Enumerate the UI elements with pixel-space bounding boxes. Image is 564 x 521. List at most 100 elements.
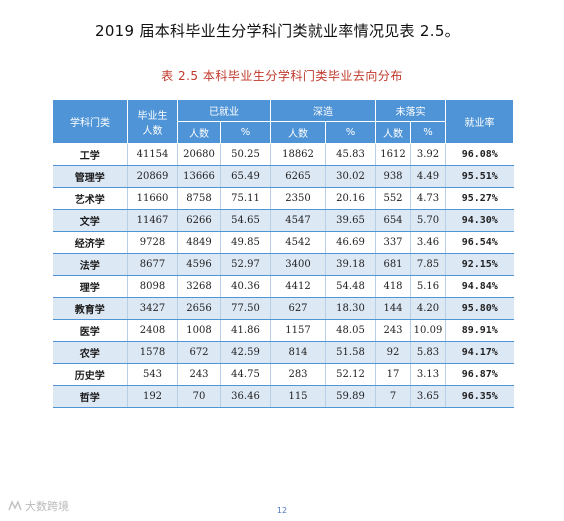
subheader-unplaced-count: 人数 [375, 121, 411, 144]
graduates-cell: 11467 [127, 209, 178, 232]
unplaced-percent-cell: 5.70 [410, 209, 446, 232]
graduates-cell: 543 [127, 363, 178, 386]
table-row: 艺术学 11660 8758 75.11 2350 20.16 552 4.73 95.27% [52, 187, 514, 210]
major-cell: 农学 [52, 341, 128, 364]
subheader-study-count: 人数 [270, 121, 326, 144]
unplaced-percent-cell: 10.09 [410, 319, 446, 342]
table-row: 文学 11467 6266 54.65 4547 39.65 654 5.70 94.30% [52, 209, 514, 232]
unplaced-percent-cell: 3.92 [410, 143, 446, 166]
employed-count-cell: 3268 [177, 275, 221, 298]
unplaced-percent-cell: 4.49 [410, 165, 446, 188]
table-row: 哲学 192 70 36.46 115 59.89 7 3.65 96.35% [52, 385, 514, 408]
table-body: 工学 41154 20680 50.25 18862 45.83 1612 3.92 96.08… [52, 143, 514, 408]
study-percent-cell: 39.18 [325, 253, 376, 276]
unplaced-count-cell: 654 [375, 209, 411, 232]
table-row: 医学 2408 1008 41.86 1157 48.05 243 10.09 89.91% [52, 319, 514, 342]
major-cell: 医学 [52, 319, 128, 342]
watermark: 大数跨境 [8, 498, 69, 514]
employment-rate-cell: 94.17% [445, 341, 514, 364]
study-count-cell: 2350 [270, 187, 326, 210]
employed-percent-cell: 50.25 [220, 143, 271, 166]
unplaced-count-cell: 681 [375, 253, 411, 276]
employed-count-cell: 20680 [177, 143, 221, 166]
header-rate: 就业率 [445, 99, 514, 144]
table-caption: 表 2.5 本科毕业生分学科门类毕业去向分布 [161, 69, 403, 83]
employed-count-cell: 672 [177, 341, 221, 364]
header-graduates-line2: 人数 [142, 125, 163, 137]
study-percent-cell: 52.12 [325, 363, 376, 386]
unplaced-percent-cell: 3.13 [410, 363, 446, 386]
study-count-cell: 4412 [270, 275, 326, 298]
unplaced-percent-cell: 4.73 [410, 187, 446, 210]
table-row: 历史学 543 243 44.75 283 52.12 17 3.13 96.87% [52, 363, 514, 386]
study-percent-cell: 20.16 [325, 187, 376, 210]
study-percent-cell: 18.30 [325, 297, 376, 320]
header-further-study: 深造 [270, 99, 376, 122]
employment-rate-cell: 95.27% [445, 187, 514, 210]
study-count-cell: 283 [270, 363, 326, 386]
unplaced-percent-cell: 3.46 [410, 231, 446, 254]
major-cell: 哲学 [52, 385, 128, 408]
watermark-logo-icon [8, 500, 22, 511]
study-count-cell: 627 [270, 297, 326, 320]
major-cell: 教育学 [52, 297, 128, 320]
header-not-placed: 未落实 [375, 99, 446, 122]
employed-percent-cell: 42.59 [220, 341, 271, 364]
graduates-cell: 2408 [127, 319, 178, 342]
employed-percent-cell: 77.50 [220, 297, 271, 320]
employed-count-cell: 6266 [177, 209, 221, 232]
unplaced-percent-cell: 5.83 [410, 341, 446, 364]
unplaced-percent-cell: 3.65 [410, 385, 446, 408]
subheader-unplaced-percent: % [410, 121, 446, 144]
study-count-cell: 4547 [270, 209, 326, 232]
employed-count-cell: 1008 [177, 319, 221, 342]
unplaced-count-cell: 92 [375, 341, 411, 364]
major-cell: 工学 [52, 143, 128, 166]
graduates-cell: 3427 [127, 297, 178, 320]
employed-percent-cell: 44.75 [220, 363, 271, 386]
study-percent-cell: 45.83 [325, 143, 376, 166]
employment-rate-cell: 96.08% [445, 143, 514, 166]
unplaced-count-cell: 7 [375, 385, 411, 408]
major-cell: 文学 [52, 209, 128, 232]
table-row: 教育学 3427 2656 77.50 627 18.30 144 4.20 95.80% [52, 297, 514, 320]
graduates-cell: 20869 [127, 165, 178, 188]
header-major: 学科门类 [52, 99, 128, 144]
employed-count-cell: 13666 [177, 165, 221, 188]
study-count-cell: 814 [270, 341, 326, 364]
unplaced-percent-cell: 4.20 [410, 297, 446, 320]
study-count-cell: 6265 [270, 165, 326, 188]
graduates-cell: 1578 [127, 341, 178, 364]
employment-rate-cell: 92.15% [445, 253, 514, 276]
employed-percent-cell: 49.85 [220, 231, 271, 254]
graduates-cell: 11660 [127, 187, 178, 210]
employment-rate-cell: 96.35% [445, 385, 514, 408]
employed-count-cell: 4849 [177, 231, 221, 254]
employed-percent-cell: 40.36 [220, 275, 271, 298]
graduates-cell: 41154 [127, 143, 178, 166]
study-percent-cell: 51.58 [325, 341, 376, 364]
study-count-cell: 3400 [270, 253, 326, 276]
major-cell: 管理学 [52, 165, 128, 188]
employment-rate-cell: 94.30% [445, 209, 514, 232]
header-graduates: 毕业生 人数 [127, 99, 178, 144]
graduates-cell: 9728 [127, 231, 178, 254]
intro-paragraph: 2019 届本科毕业生分学科门类就业率情况见表 2.5。 [95, 22, 460, 40]
employed-percent-cell: 52.97 [220, 253, 271, 276]
graduates-cell: 8098 [127, 275, 178, 298]
table-row: 法学 8677 4596 52.97 3400 39.18 681 7.85 92.15% [52, 253, 514, 276]
table-row: 理学 8098 3268 40.36 4412 54.48 418 5.16 94.84% [52, 275, 514, 298]
unplaced-count-cell: 418 [375, 275, 411, 298]
major-cell: 历史学 [52, 363, 128, 386]
study-count-cell: 1157 [270, 319, 326, 342]
employed-count-cell: 70 [177, 385, 221, 408]
study-percent-cell: 59.89 [325, 385, 376, 408]
graduates-cell: 8677 [127, 253, 178, 276]
unplaced-count-cell: 144 [375, 297, 411, 320]
subheader-study-percent: % [325, 121, 376, 144]
unplaced-count-cell: 552 [375, 187, 411, 210]
header-employed: 已就业 [177, 99, 271, 122]
study-percent-cell: 48.05 [325, 319, 376, 342]
employed-count-cell: 2656 [177, 297, 221, 320]
employment-rate-cell: 96.87% [445, 363, 514, 386]
